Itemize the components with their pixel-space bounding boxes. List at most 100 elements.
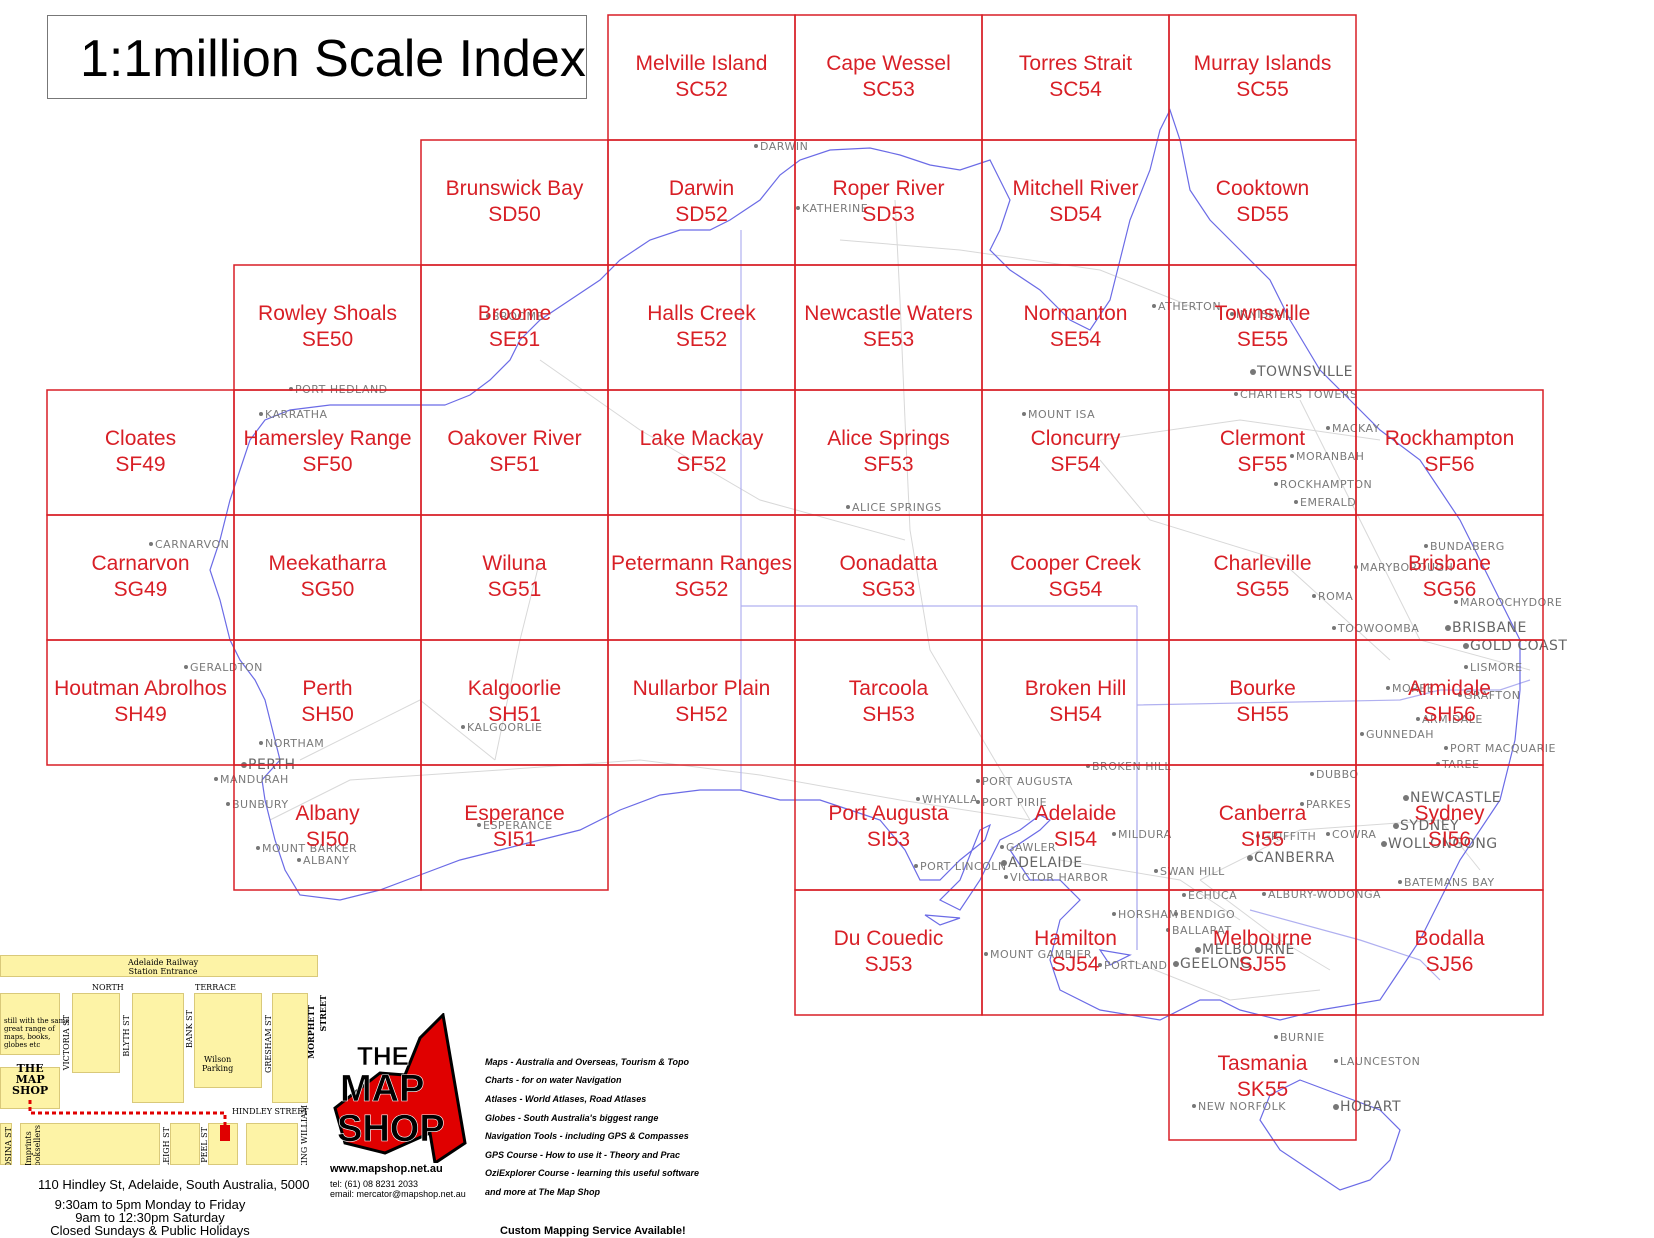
service-3: Atlases - World Atlases, Road Atlases [485, 1094, 647, 1104]
map-tile-sg50[interactable]: Meekatharra SG50 [233, 514, 422, 641]
city-marker: PORT MACQUARIE [1444, 742, 1555, 755]
map-tile-sd50[interactable]: Brunswick Bay SD50 [420, 139, 609, 266]
tile-border [1168, 1014, 1357, 1141]
map-tile-sf53[interactable]: Alice Springs SF53 [794, 389, 983, 516]
map-tile-sh52[interactable]: Nullarbor Plain SH52 [607, 639, 796, 766]
map-tile-sg56[interactable]: Brisbane SG56 [1355, 514, 1544, 641]
city-marker: ALICE SPRINGS [846, 501, 941, 514]
map-tile-sg51[interactable]: Wiluna SG51 [420, 514, 609, 641]
city-marker: DARWIN [754, 140, 808, 153]
city-marker: WOLLONGONG [1381, 836, 1497, 852]
map-tile-se54[interactable]: Normanton SE54 [981, 264, 1170, 391]
tile-code: SE50 [302, 328, 353, 351]
map-tile-sd52[interactable]: Darwin SD52 [607, 139, 796, 266]
map-tile-sg52[interactable]: Petermann Ranges SG52 [607, 514, 796, 641]
city-label: BURNIE [1280, 1031, 1325, 1044]
city-label: ESPERANCE [483, 819, 553, 832]
city-label: GERALDTON [190, 661, 263, 674]
tile-code: SD53 [862, 203, 915, 226]
city-marker: MILDURA [1112, 828, 1171, 841]
tile-code: SE54 [1050, 328, 1102, 351]
city-dot [1326, 832, 1330, 836]
city-marker: ARMIDALE [1416, 713, 1482, 726]
city-dot [259, 741, 263, 745]
city-marker: CARNARVON [149, 538, 229, 551]
tile-code: SJ54 [1052, 953, 1100, 976]
tile-name: Cooktown [1216, 177, 1309, 200]
map-tile-si51[interactable]: Esperance SI51 [420, 764, 609, 891]
map-tile-se53[interactable]: Newcastle Waters SE53 [794, 264, 983, 391]
map-tile-sf50[interactable]: Hamersley Range SF50 [233, 389, 422, 516]
tile-name: Kalgoorlie [468, 677, 561, 700]
tile-code: SF54 [1050, 453, 1101, 476]
city-marker: MANDURAH [214, 773, 288, 786]
city-marker: MAROOCHYDORE [1454, 596, 1562, 609]
map-tile-sc52[interactable]: Melville Island SC52 [607, 14, 796, 141]
map-tile-sf52[interactable]: Lake Mackay SF52 [607, 389, 796, 516]
map-tile-sh49[interactable]: Houtman Abrolhos SH49 [46, 639, 235, 766]
city-label: MARYBOROUGH [1360, 561, 1453, 574]
city-dot [1154, 869, 1158, 873]
map-tile-si56[interactable]: Sydney SI56 [1355, 764, 1544, 891]
tile-name: Petermann Ranges [611, 552, 792, 575]
tile-name: Perth [302, 677, 352, 700]
city-label: BROOME [492, 310, 544, 323]
tile-name: Roper River [832, 177, 944, 200]
map-tile-sg54[interactable]: Cooper Creek SG54 [981, 514, 1170, 641]
map-tile-sh51[interactable]: Kalgoorlie SH51 [420, 639, 609, 766]
map-tile-sk55[interactable]: Tasmania SK55 [1168, 1014, 1357, 1141]
city-marker: MOUNT ISA [1022, 408, 1095, 421]
map-tile-sc55[interactable]: Murray Islands SC55 [1168, 14, 1357, 141]
map-tile-sj56[interactable]: Bodalla SJ56 [1355, 889, 1544, 1016]
map-tile-sf56[interactable]: Rockhampton SF56 [1355, 389, 1544, 516]
map-tile-sh55[interactable]: Bourke SH55 [1168, 639, 1357, 766]
city-label: PORT PIRIE [982, 796, 1047, 809]
hours-1: 9:30am to 5pm Monday to Friday [54, 1197, 246, 1212]
map-tile-sc54[interactable]: Torres Strait SC54 [981, 14, 1170, 141]
railway-block [0, 955, 318, 977]
map-tile-sg49[interactable]: Carnarvon SG49 [46, 514, 235, 641]
city-marker: ALBURY-WODONGA [1262, 888, 1381, 901]
city-label: COWRA [1332, 828, 1376, 841]
map-tile-sf49[interactable]: Cloates SF49 [46, 389, 235, 516]
tile-code: SE55 [1237, 328, 1288, 351]
city-dot [1098, 963, 1102, 967]
city-dot [256, 846, 260, 850]
map-tile-sd55[interactable]: Cooktown SD55 [1168, 139, 1357, 266]
map-tile-sh53[interactable]: Tarcoola SH53 [794, 639, 983, 766]
block-2 [72, 993, 120, 1073]
map-tile-se52[interactable]: Halls Creek SE52 [607, 264, 796, 391]
shop-email[interactable]: email: mercator@mapshop.net.au [330, 1189, 466, 1199]
tile-code: SH49 [114, 703, 167, 726]
city-marker: TOOWOOMBA [1332, 622, 1419, 635]
tile-name: Hamersley Range [243, 427, 411, 450]
tile-name: Charleville [1213, 552, 1311, 575]
shop-badge: THE MAP SHOP [12, 1062, 49, 1097]
map-tile-sg53[interactable]: Oonadatta SG53 [794, 514, 983, 641]
city-marker: GAWLER [1000, 841, 1056, 854]
city-dot [1403, 795, 1409, 801]
city-marker: KATHERINE [796, 202, 868, 215]
city-dot [259, 412, 263, 416]
tile-name: Brunswick Bay [446, 177, 584, 200]
map-tile-sj55[interactable]: Melbourne SJ55 [1168, 889, 1357, 1016]
map-tile-se50[interactable]: Rowley Shoals SE50 [233, 264, 422, 391]
tile-name: Murray Islands [1194, 52, 1332, 75]
map-tile-sc53[interactable]: Cape Wessel SC53 [794, 14, 983, 141]
route-line [28, 1100, 230, 1143]
map-tile-sj53[interactable]: Du Couedic SJ53 [794, 889, 983, 1016]
map-tile-sg55[interactable]: Charleville SG55 [1168, 514, 1357, 641]
shop-address: 110 Hindley St, Adelaide, South Australi… [38, 1177, 310, 1192]
map-tile-sf51[interactable]: Oakover River SF51 [420, 389, 609, 516]
tile-name: Rockhampton [1385, 427, 1515, 450]
tile-name: Albany [295, 802, 360, 825]
block-7 [0, 1123, 12, 1165]
tile-code: SI55 [1241, 828, 1284, 851]
map-tile-sh54[interactable]: Broken Hill SH54 [981, 639, 1170, 766]
website-link[interactable]: www.mapshop.net.au [330, 1163, 443, 1175]
city-dot [1182, 893, 1186, 897]
map-tile-sd54[interactable]: Mitchell River SD54 [981, 139, 1170, 266]
map-tile-se51[interactable]: Broome SE51 [420, 264, 609, 391]
city-label: MOUNT GAMBIER [990, 948, 1092, 961]
city-marker: COWRA [1326, 828, 1376, 841]
